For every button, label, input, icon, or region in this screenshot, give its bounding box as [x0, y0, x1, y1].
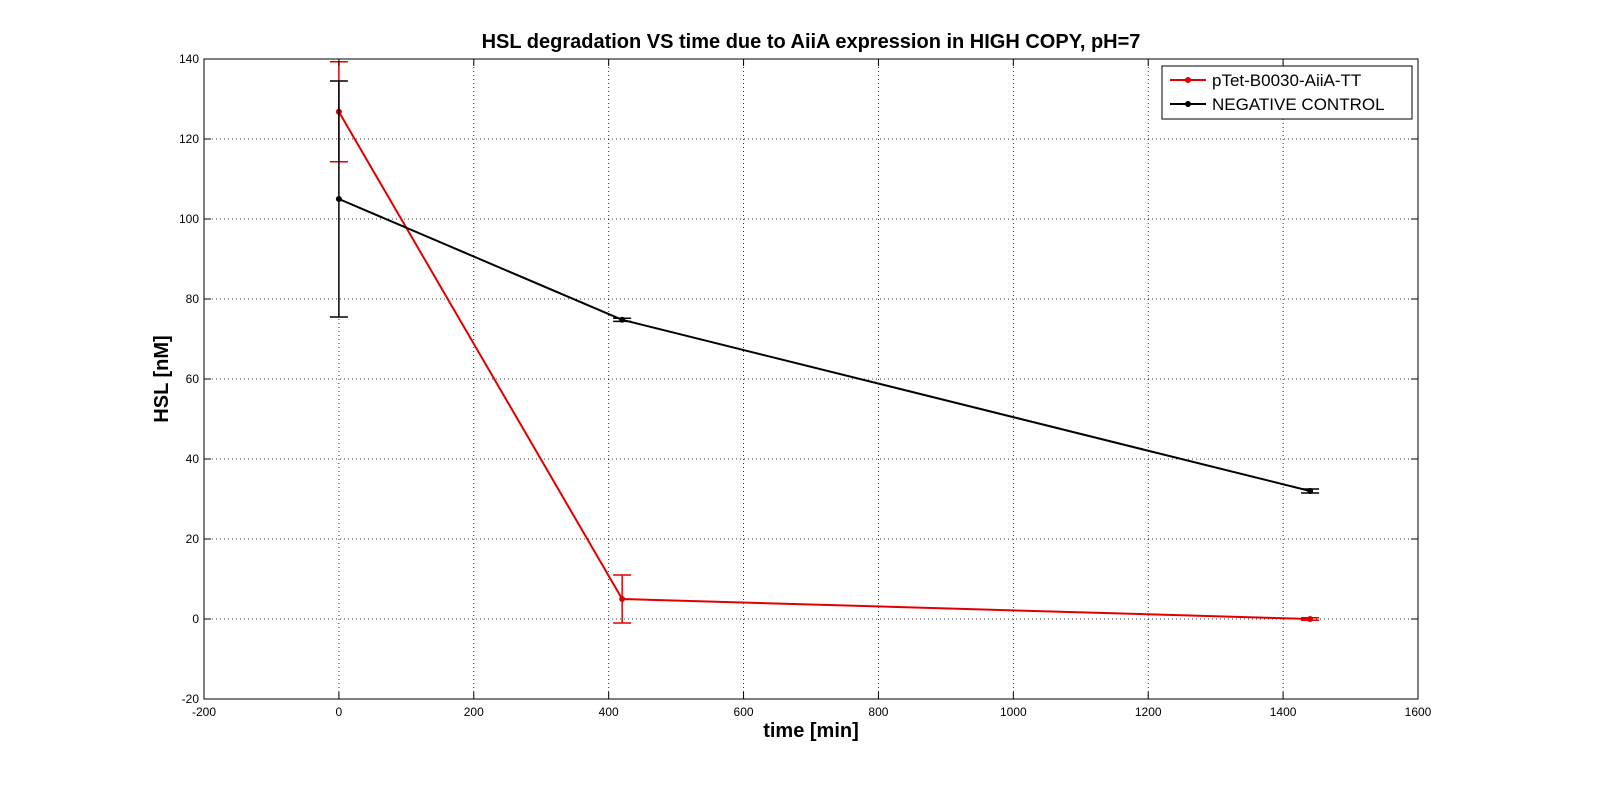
data-point — [1307, 488, 1314, 494]
y-tick-label: 140 — [179, 52, 199, 66]
legend: pTet-B0030-AiiA-TT NEGATIVE CONTROL — [1161, 65, 1413, 120]
x-tick-label: 0 — [336, 705, 343, 719]
y-tick-labels: -20 0 20 40 60 80 100 120 140 — [179, 52, 199, 706]
x-tick-label: 400 — [599, 705, 619, 719]
plot-background — [204, 59, 1418, 699]
data-point — [1307, 616, 1314, 622]
y-tick-label: 120 — [179, 132, 199, 146]
y-tick-label: 80 — [186, 292, 200, 306]
x-tick-label: -200 — [192, 705, 216, 719]
grid-lines — [204, 59, 1418, 699]
legend-marker-series-2 — [1185, 101, 1191, 107]
x-tick-label: 200 — [464, 705, 484, 719]
x-tick-label: 1000 — [1000, 705, 1027, 719]
data-point — [619, 596, 626, 602]
y-tick-label: -20 — [182, 692, 200, 706]
tick-marks — [203, 58, 1419, 700]
legend-box — [1161, 65, 1413, 120]
y-tick-label: 0 — [192, 612, 199, 626]
series-2 — [329, 80, 1320, 494]
x-tick-labels: -200 0 200 400 600 800 1000 1200 1400 1600 — [192, 705, 1432, 719]
y-tick-label: 60 — [186, 372, 200, 386]
x-tick-label: 1400 — [1270, 705, 1297, 719]
x-axis-label: time [min] — [763, 720, 859, 742]
x-tick-label: 1200 — [1135, 705, 1162, 719]
legend-label-series-2: NEGATIVE CONTROL — [1212, 95, 1385, 114]
data-point — [619, 316, 626, 323]
x-tick-label: 800 — [868, 705, 888, 719]
y-tick-label: 20 — [186, 532, 200, 546]
y-tick-label: 40 — [186, 452, 200, 466]
legend-label-series-1: pTet-B0030-AiiA-TT — [1212, 71, 1361, 90]
data-point — [335, 196, 342, 202]
x-tick-label: 600 — [734, 705, 754, 719]
y-tick-label: 100 — [179, 212, 199, 226]
x-tick-label: 1600 — [1405, 705, 1432, 719]
legend-marker-series-1 — [1185, 77, 1191, 83]
chart-title: HSL degradation VS time due to AiiA expr… — [482, 31, 1141, 53]
y-axis-label: HSL [nM] — [151, 335, 173, 422]
